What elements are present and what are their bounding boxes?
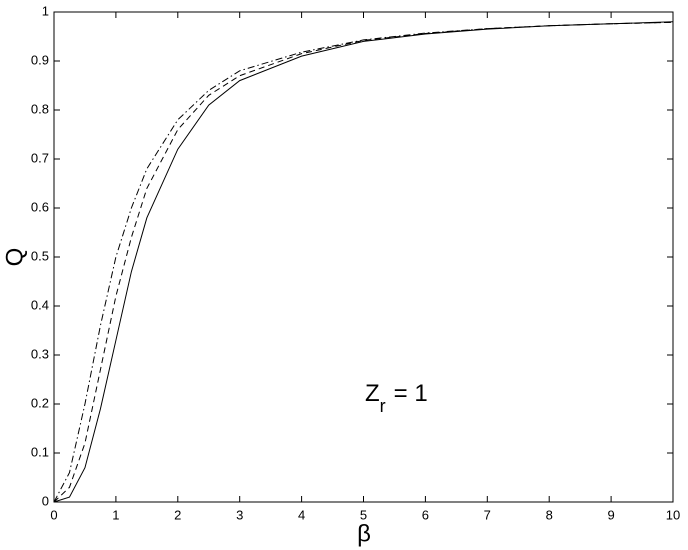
y-tick-label: 0	[42, 493, 49, 508]
x-tick-label: 7	[484, 507, 491, 522]
x-tick-label: 1	[112, 507, 119, 522]
annotation-subscript: r	[380, 396, 386, 416]
x-tick-label: 9	[607, 507, 614, 522]
x-tick-label: 0	[50, 507, 57, 522]
y-tick-label: 1	[42, 3, 49, 18]
x-axis-label: β	[357, 520, 371, 547]
y-tick-label: 0.5	[31, 248, 49, 263]
y-tick-label: 0.8	[31, 101, 49, 116]
series-line	[53, 21, 674, 503]
y-tick-label: 0.1	[31, 444, 49, 459]
y-axis-label: Q	[1, 248, 28, 267]
y-tick-label: 0.2	[31, 395, 49, 410]
y-tick-label: 0.9	[31, 52, 49, 67]
annotation-suffix: = 1	[394, 380, 428, 407]
x-tick-label: 6	[422, 507, 429, 522]
series-line	[53, 21, 674, 503]
y-tick-label: 0.3	[31, 346, 49, 361]
annotation-base: Z	[365, 380, 380, 407]
x-tick-label: 5	[360, 507, 367, 522]
x-tick-label: 2	[174, 507, 181, 522]
y-tick-label: 0.4	[31, 297, 49, 312]
plot-frame	[53, 11, 674, 503]
x-tick-label: 3	[236, 507, 243, 522]
x-tick-label: 4	[298, 507, 305, 522]
annotation: Zr = 1	[365, 380, 428, 415]
y-tick-label: 0.6	[31, 199, 49, 214]
series-line	[53, 21, 674, 503]
x-tick-label: 10	[666, 507, 680, 522]
x-tick-label: 8	[546, 507, 553, 522]
y-tick-label: 0.7	[31, 150, 49, 165]
